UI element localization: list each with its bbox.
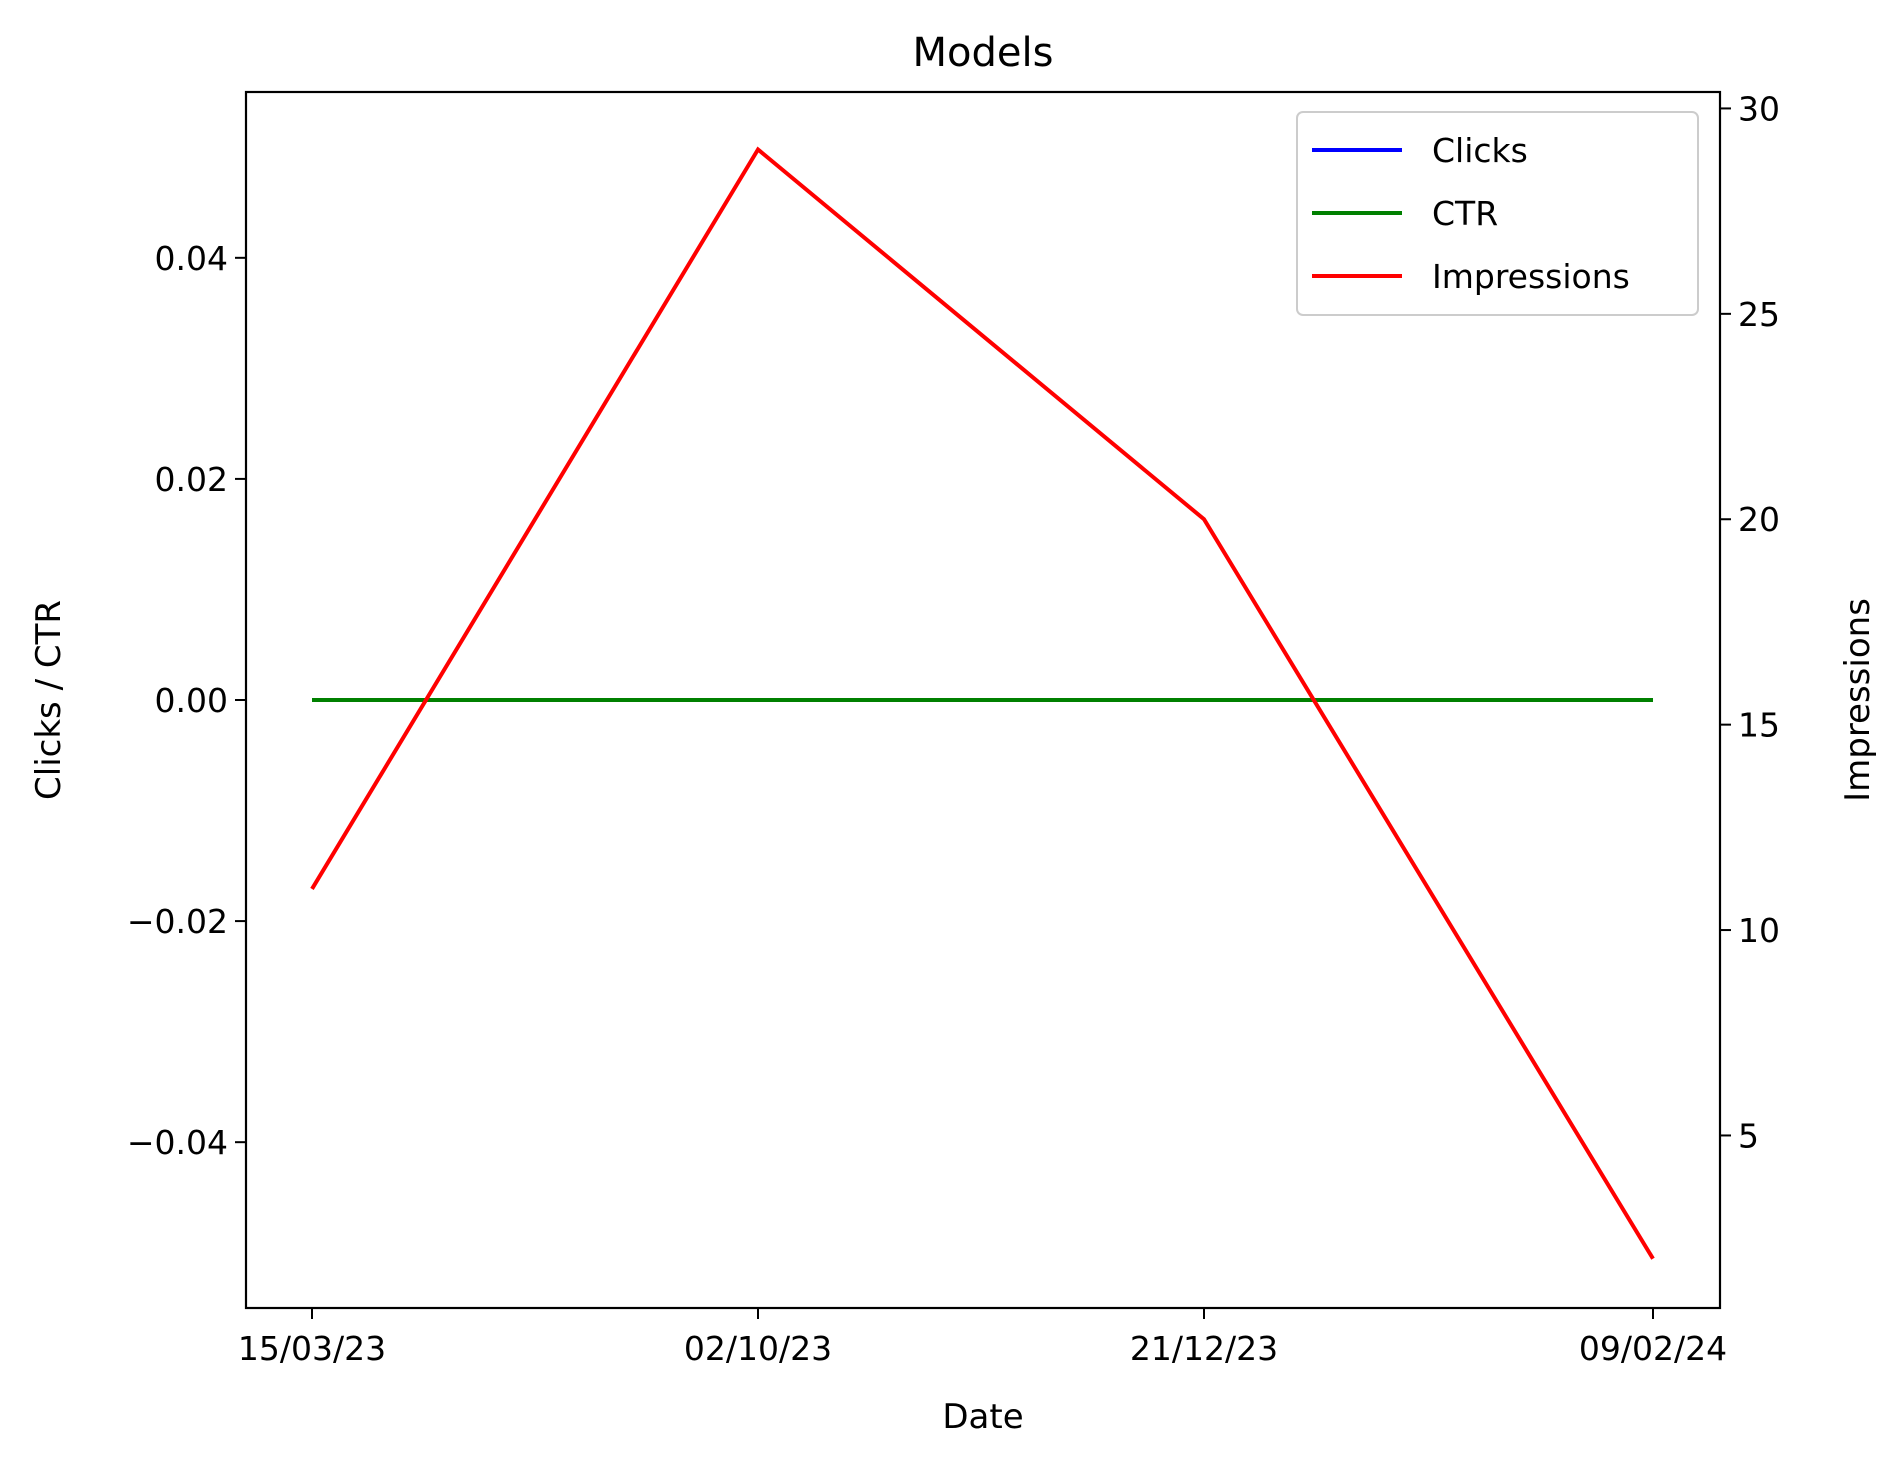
x-axis-label: Date — [942, 1397, 1023, 1437]
x-axis: 15/03/23 02/10/23 21/12/23 09/02/24 — [238, 1308, 1727, 1368]
legend-box — [1296, 111, 1699, 316]
x-tick-label: 21/12/23 — [1130, 1329, 1278, 1368]
chart-title: Models — [913, 30, 1054, 76]
y-left-tick-label: −0.02 — [127, 902, 228, 941]
y-right-tick-label: 25 — [1738, 295, 1780, 334]
y-axis-left: 0.04 0.02 0.00 −0.02 −0.04 — [127, 239, 246, 1162]
legend-label: CTR — [1432, 194, 1498, 233]
y-axis-right-label: Impressions — [1838, 598, 1878, 802]
y-right-tick-label: 5 — [1738, 1116, 1759, 1155]
y-axis-right: 5 10 15 20 25 30 — [1720, 89, 1780, 1155]
y-left-tick-label: 0.04 — [155, 239, 228, 278]
legend-label: Clicks — [1432, 131, 1528, 170]
series-layer — [310, 146, 1655, 1260]
series-line-impressions — [310, 146, 1655, 1260]
y-left-tick-label: 0.00 — [155, 681, 228, 720]
y-right-tick-label: 15 — [1738, 706, 1780, 745]
y-axis-left-label: Clicks / CTR — [29, 600, 69, 800]
y-right-tick-label: 10 — [1738, 911, 1780, 950]
x-tick-label: 02/10/23 — [684, 1329, 832, 1368]
y-right-tick-label: 20 — [1738, 500, 1780, 539]
x-tick-label: 09/02/24 — [1579, 1329, 1727, 1368]
y-left-tick-label: −0.04 — [127, 1123, 228, 1162]
legend: Clicks CTR Impressions — [1296, 111, 1699, 316]
y-right-tick-label: 30 — [1738, 89, 1780, 128]
y-left-tick-label: 0.02 — [155, 460, 228, 499]
legend-label: Impressions — [1432, 257, 1630, 296]
x-tick-label: 15/03/23 — [238, 1329, 386, 1368]
